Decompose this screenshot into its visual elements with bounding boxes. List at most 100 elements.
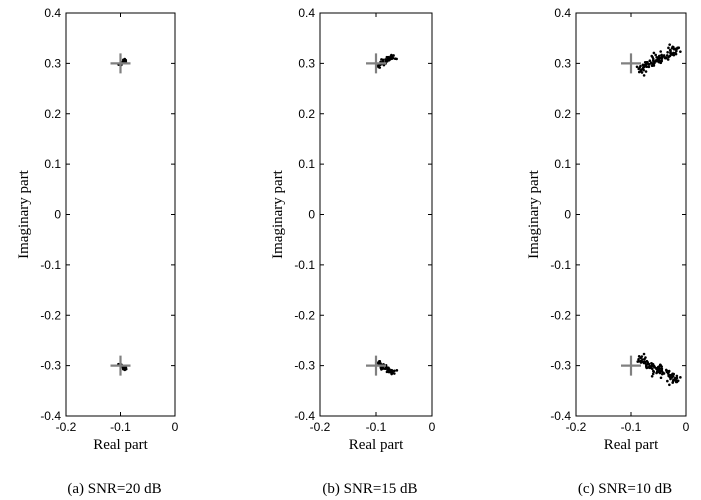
x-axis-label: Real part — [604, 437, 659, 453]
data-point — [662, 54, 666, 57]
data-point — [635, 65, 639, 69]
data-point — [668, 43, 671, 46]
data-point — [669, 51, 672, 55]
data-point — [645, 363, 649, 366]
data-point — [666, 58, 670, 61]
y-axis-label: Imaginary part — [270, 169, 286, 259]
data-points — [635, 43, 682, 387]
data-point — [671, 374, 675, 378]
data-point — [643, 60, 647, 64]
x-tick-label: -0.1 — [621, 420, 642, 434]
reference-markers — [366, 53, 386, 376]
data-point — [637, 360, 641, 363]
y-tick-label: -0.2 — [294, 308, 315, 322]
subplot-caption: (b) SNR=15 dB — [322, 481, 417, 497]
data-point — [668, 54, 672, 58]
data-point — [647, 65, 651, 69]
data-point — [385, 55, 389, 59]
data-point — [644, 365, 648, 369]
data-point — [656, 367, 660, 370]
data-point — [658, 56, 662, 59]
reference-markers — [621, 53, 641, 376]
reference-markers — [110, 53, 131, 376]
y-tick-label: 0 — [308, 208, 315, 222]
tick-group: -0.4 -0.3 -0.2 -0.1 0 0.1 0.2 0.3 0.4 -0.2 -0.1 0 — [40, 6, 178, 434]
data-point — [673, 376, 677, 380]
data-point — [389, 370, 393, 373]
y-tick-label: 0.1 — [44, 157, 61, 171]
data-point — [658, 363, 662, 367]
y-axis-label: Imaginary part — [526, 169, 542, 259]
data-point — [395, 369, 399, 372]
data-point — [395, 57, 398, 61]
data-point — [122, 58, 125, 62]
x-tick-label: -0.1 — [110, 420, 131, 434]
x-tick-label: -0.2 — [310, 420, 331, 434]
x-tick-label: -0.1 — [366, 420, 387, 434]
data-point — [386, 366, 389, 370]
data-point — [650, 374, 654, 378]
true-value-marker — [366, 355, 386, 376]
tick-group: -0.4 -0.3 -0.2 -0.1 0 0.1 0.2 0.3 0.4 -0.2 -0.1 0 — [550, 6, 689, 434]
plot-frame — [575, 12, 687, 417]
y-tick-label: -0.2 — [40, 308, 61, 322]
true-value-marker — [621, 53, 641, 74]
data-point — [380, 368, 383, 371]
data-point — [652, 51, 656, 55]
data-point — [644, 70, 648, 73]
y-tick-label: 0 — [54, 208, 61, 222]
data-point — [390, 53, 393, 57]
y-tick-label: 0 — [564, 208, 571, 222]
data-point — [378, 359, 381, 363]
data-point — [657, 59, 660, 62]
y-tick-label: 0.1 — [298, 157, 315, 171]
subplot-a: -0.4 -0.3 -0.2 -0.1 0 0.1 0.2 0.3 0.4 -0.2 -0.1 0 R… — [16, 6, 179, 497]
data-point — [668, 48, 672, 52]
data-point — [641, 63, 645, 67]
data-point — [658, 370, 661, 373]
data-point — [672, 51, 675, 55]
y-tick-label: -0.4 — [294, 409, 315, 423]
x-axis-label: Real part — [349, 437, 404, 453]
data-point — [385, 60, 389, 63]
data-point — [660, 55, 664, 59]
true-value-marker — [366, 53, 386, 74]
data-point — [664, 368, 668, 372]
data-points — [374, 53, 399, 376]
data-point — [388, 368, 391, 371]
y-tick-label: -0.4 — [550, 409, 571, 423]
data-point — [659, 50, 662, 53]
data-point — [679, 50, 682, 53]
data-point — [652, 370, 655, 374]
data-point — [380, 58, 383, 61]
plot-frame — [319, 12, 433, 417]
x-tick-label: -0.2 — [566, 420, 587, 434]
data-point — [122, 367, 125, 371]
data-point — [667, 369, 671, 373]
data-point — [377, 362, 381, 365]
y-tick-label: -0.1 — [550, 258, 571, 272]
y-tick-label: 0.1 — [554, 157, 571, 171]
tick-group: -0.4 -0.3 -0.2 -0.1 0 0.1 0.2 0.3 0.4 -0.2 -0.1 0 — [294, 6, 435, 434]
y-tick-label: -0.1 — [294, 258, 315, 272]
data-point — [665, 370, 669, 374]
data-point — [643, 357, 646, 361]
data-point — [668, 383, 671, 387]
data-point — [675, 374, 679, 378]
data-point — [668, 374, 672, 378]
data-point — [377, 63, 381, 67]
true-value-marker — [621, 355, 641, 376]
data-point — [655, 371, 658, 375]
data-point — [651, 372, 655, 376]
y-tick-label: 0.4 — [554, 6, 571, 20]
data-point — [647, 362, 651, 366]
x-axis-label: Real part — [93, 437, 148, 453]
data-point — [666, 50, 669, 54]
data-point — [659, 376, 663, 380]
plot-frame — [65, 12, 176, 417]
data-point — [679, 376, 682, 379]
x-tick-label: -0.2 — [56, 420, 77, 434]
data-point — [639, 356, 642, 360]
x-tick-label: 0 — [172, 420, 179, 434]
y-tick-label: 0.2 — [44, 107, 61, 121]
